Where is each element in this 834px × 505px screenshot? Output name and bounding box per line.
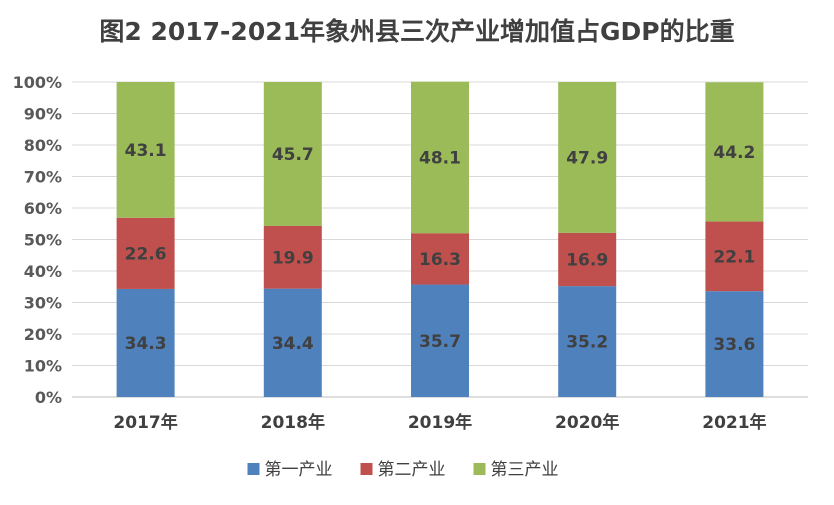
data-label: 22.6 <box>125 244 167 264</box>
y-tick-label: 100% <box>13 73 62 92</box>
legend-label: 第三产业 <box>491 460 559 480</box>
bar-segment <box>411 81 469 234</box>
data-label: 34.3 <box>125 334 167 354</box>
data-label: 35.2 <box>566 333 608 353</box>
y-tick-label: 60% <box>24 199 62 218</box>
bars: 34.3 22.6 43.1 34.4 19.9 45.7 35.7 16.3 48.1 35.2… <box>116 81 764 397</box>
legend-label: 第一产业 <box>265 460 333 480</box>
y-tick-label: 70% <box>24 168 62 187</box>
x-tick-label: 2018年 <box>261 412 325 433</box>
bar-segment <box>705 291 764 397</box>
data-label: 47.9 <box>566 148 608 168</box>
bar-segment <box>705 82 764 222</box>
y-axis: 0% 10% 20% 30% 40% 50% 60% 70% 80% 90% 100% <box>13 73 62 407</box>
x-tick-label: 2021年 <box>702 412 766 433</box>
legend-swatch <box>360 463 373 475</box>
x-tick-label: 2019年 <box>408 412 472 433</box>
bar-segment <box>558 82 617 233</box>
data-label: 19.9 <box>272 248 314 268</box>
bar-segment <box>116 82 175 218</box>
bar-segment <box>411 284 469 397</box>
bar-segment <box>558 286 617 397</box>
y-tick-label: 40% <box>24 262 62 281</box>
y-tick-label: 20% <box>24 325 62 344</box>
data-label: 16.9 <box>566 251 608 271</box>
legend-label: 第二产业 <box>378 460 446 480</box>
data-label: 33.6 <box>713 335 755 355</box>
legend-swatch <box>247 463 260 475</box>
x-tick-label: 2017年 <box>113 412 177 433</box>
bar-segment <box>411 233 469 285</box>
data-label: 35.7 <box>419 332 461 352</box>
legend-swatch <box>473 463 486 475</box>
data-label: 22.1 <box>713 247 755 267</box>
data-label: 48.1 <box>419 148 461 168</box>
data-label: 34.4 <box>272 334 314 354</box>
data-label: 43.1 <box>125 141 167 161</box>
x-axis: 2017年 2018年 2019年 2020年 2021年 <box>113 412 766 433</box>
bar-segment <box>263 82 322 226</box>
bar-segment <box>558 232 617 287</box>
data-label: 16.3 <box>419 250 461 270</box>
x-tick-label: 2020年 <box>555 412 619 433</box>
y-tick-label: 0% <box>35 388 62 407</box>
bar-segment <box>263 288 322 397</box>
y-tick-label: 10% <box>24 357 62 376</box>
bar-segment <box>116 288 175 397</box>
bar-segment <box>263 225 322 289</box>
y-tick-label: 80% <box>24 136 62 155</box>
bar-segment <box>705 221 764 292</box>
bar-segment <box>116 217 175 289</box>
data-label: 45.7 <box>272 145 314 165</box>
y-tick-label: 30% <box>24 294 62 313</box>
data-label: 44.2 <box>713 143 755 163</box>
y-tick-label: 50% <box>24 231 62 250</box>
legend: 第一产业 第二产业 第三产业 <box>247 460 559 480</box>
y-tick-label: 90% <box>24 105 62 124</box>
chart-title: 图2 2017-2021年象州县三次产业增加值占GDP的比重 <box>99 17 734 46</box>
